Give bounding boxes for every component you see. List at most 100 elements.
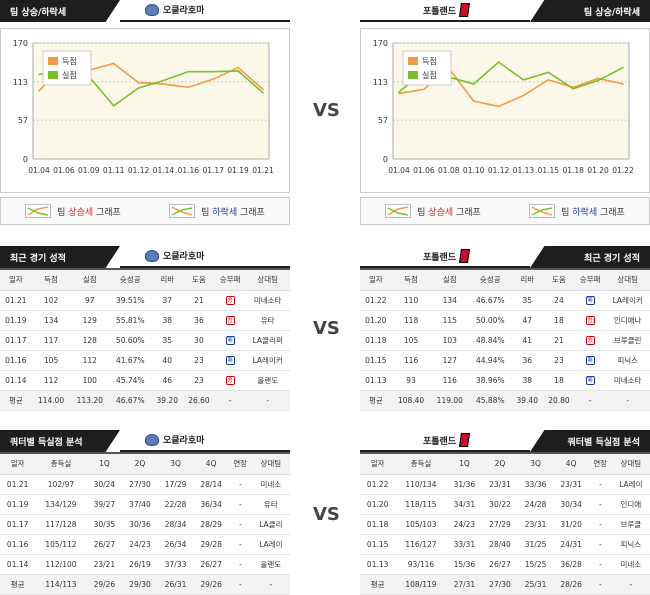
table-row: 01.16 105/112 26/27 24/23 26/34 29/28- LA레이 [0, 534, 290, 555]
y-tick-label: 0 [23, 155, 28, 164]
table-cell: 38 [511, 370, 544, 391]
table-cell: 105/112 [35, 534, 87, 555]
column-header: 승무패 [574, 270, 606, 291]
table-cell: 38.96% [469, 370, 512, 391]
table-cell: 30/22 [482, 494, 518, 515]
table-cell: 134 [31, 310, 71, 331]
table-cell: 41.67% [109, 350, 152, 371]
data-point [597, 77, 599, 80]
table-cell: 01.19 [0, 310, 32, 331]
trend-header-left: 팀 상승/하락세 [0, 0, 290, 22]
column-header: 상대팀 [605, 270, 650, 291]
x-tick-label: 01.13 [513, 166, 535, 175]
recent-header-right: 최근 경기 성적 [360, 246, 650, 268]
table-cell: 105/103 [395, 514, 447, 535]
table-cell: 117/128 [35, 514, 87, 535]
table-cell: 15/25 [517, 554, 554, 575]
table-cell: 102/97 [35, 474, 87, 495]
table-row: 01.22 110 134 46.67% 35 24 패 LA레이커 [360, 290, 650, 311]
average-row: 평균 114/113 29/26 29/30 26/31 29/26- - [0, 574, 290, 595]
column-header: 리바 [151, 270, 184, 291]
legend-swatch [48, 71, 58, 79]
table-cell: 29/26 [86, 574, 123, 595]
data-point [187, 70, 190, 73]
table-cell: 41 [511, 330, 544, 351]
table-row: 01.20 118/115 34/31 30/22 24/28 30/34- 인디애 [360, 494, 650, 515]
data-point [497, 61, 500, 63]
trend-legend-right: 팀 상승세 그래프 팀 하락세 그래프 [360, 197, 650, 225]
table-cell: 01.14 [0, 554, 36, 575]
vs-label-1: VS [313, 100, 340, 121]
quarter-team-right: 포틀랜드 [423, 433, 471, 447]
result-cell: 패 [214, 330, 246, 351]
table-cell: 01.21 [0, 290, 32, 311]
table-cell: 23/31 [553, 474, 589, 495]
table-cell: 97 [70, 290, 110, 311]
vs-label-2: VS [313, 318, 340, 339]
table-cell: 01.22 [360, 474, 396, 495]
table-cell: 29/28 [193, 534, 229, 555]
trend-chart-left: 0 57 113 170 01.04 01.06 01.09 01.11 01.12 01.14 0… [0, 28, 290, 193]
data-point [472, 100, 475, 102]
table-cell: - [228, 494, 252, 515]
table-cell: 115 [430, 310, 470, 331]
table-cell: - [574, 390, 606, 411]
table-cell: 24 [543, 290, 575, 311]
result-cell: 패 [574, 350, 606, 371]
table-row: 01.21 102/97 30/24 27/30 17/29 28/14- 미네소 [0, 474, 290, 495]
portland-logo-icon [459, 3, 471, 17]
okc-logo-icon [145, 249, 159, 262]
table-cell: 50.60% [109, 330, 152, 351]
table-cell: - [214, 390, 246, 411]
table-cell: 유타 [251, 494, 290, 515]
opponent-cell: 인디애나 [605, 310, 650, 331]
column-header: 연장 [588, 454, 612, 475]
legend-label: 득점 [62, 56, 77, 66]
table-cell: 103 [430, 330, 470, 351]
table-cell: - [228, 514, 252, 535]
table-row: 01.20 118 115 50.00% 47 18 승 인디애나 [360, 310, 650, 331]
table-cell: - [228, 534, 252, 555]
table-cell: 미네소 [611, 554, 650, 575]
table-cell: 30 [183, 330, 215, 351]
table-cell: 21 [543, 330, 575, 351]
loss-badge-icon: 패 [585, 296, 595, 305]
data-point [597, 79, 599, 82]
table-cell: 28/26 [553, 574, 589, 595]
table-cell: 01.13 [360, 554, 396, 575]
result-cell: 승 [574, 330, 606, 351]
column-header: 슛성공 [109, 270, 152, 291]
table-cell: 31/25 [517, 534, 554, 555]
table-cell: 45.88% [469, 390, 512, 411]
average-row: 평균 108.40 119.00 45.88% 39.40 20.80- - [360, 390, 650, 411]
table-cell: 40 [151, 350, 184, 371]
data-point [237, 66, 239, 69]
table-cell: 102 [31, 290, 71, 311]
quarter-header-right: 쿼터별 득실점 분석 [360, 430, 650, 452]
table-cell: 평균 [0, 574, 36, 595]
table-cell: 105 [31, 350, 71, 371]
table-row: 01.19 134 129 55.81% 38 36 승 유타 [0, 310, 290, 331]
table-row: 01.18 105 103 48.84% 41 21 승 브루클린 [360, 330, 650, 351]
table-cell: - [605, 390, 650, 411]
table-cell: 23/31 [482, 474, 518, 495]
loss-badge-icon: 패 [585, 356, 595, 365]
column-header: 일자 [360, 454, 396, 475]
x-tick-label: 01.08 [438, 166, 460, 175]
result-cell: 패 [574, 290, 606, 311]
table-cell: 127 [430, 350, 470, 371]
table-cell: 33/31 [446, 534, 483, 555]
table-cell: 18 [543, 370, 575, 391]
table-cell: 30/34 [553, 494, 589, 515]
table-cell: 23 [183, 370, 215, 391]
table-cell: 01.14 [0, 370, 32, 391]
table-row: 01.15 116 127 44.94% 36 23 패 피닉스 [360, 350, 650, 371]
trend-title-left: 팀 상승/하락세 [0, 0, 120, 22]
data-point [398, 92, 400, 95]
x-tick-label: 01.10 [463, 166, 485, 175]
table-row: 01.17 117/128 30/35 30/36 28/34 28/29- LA클리 [0, 514, 290, 535]
table-cell: 116/127 [395, 534, 447, 555]
opponent-cell: 미네소타 [245, 290, 290, 311]
table-cell: 128 [70, 330, 110, 351]
